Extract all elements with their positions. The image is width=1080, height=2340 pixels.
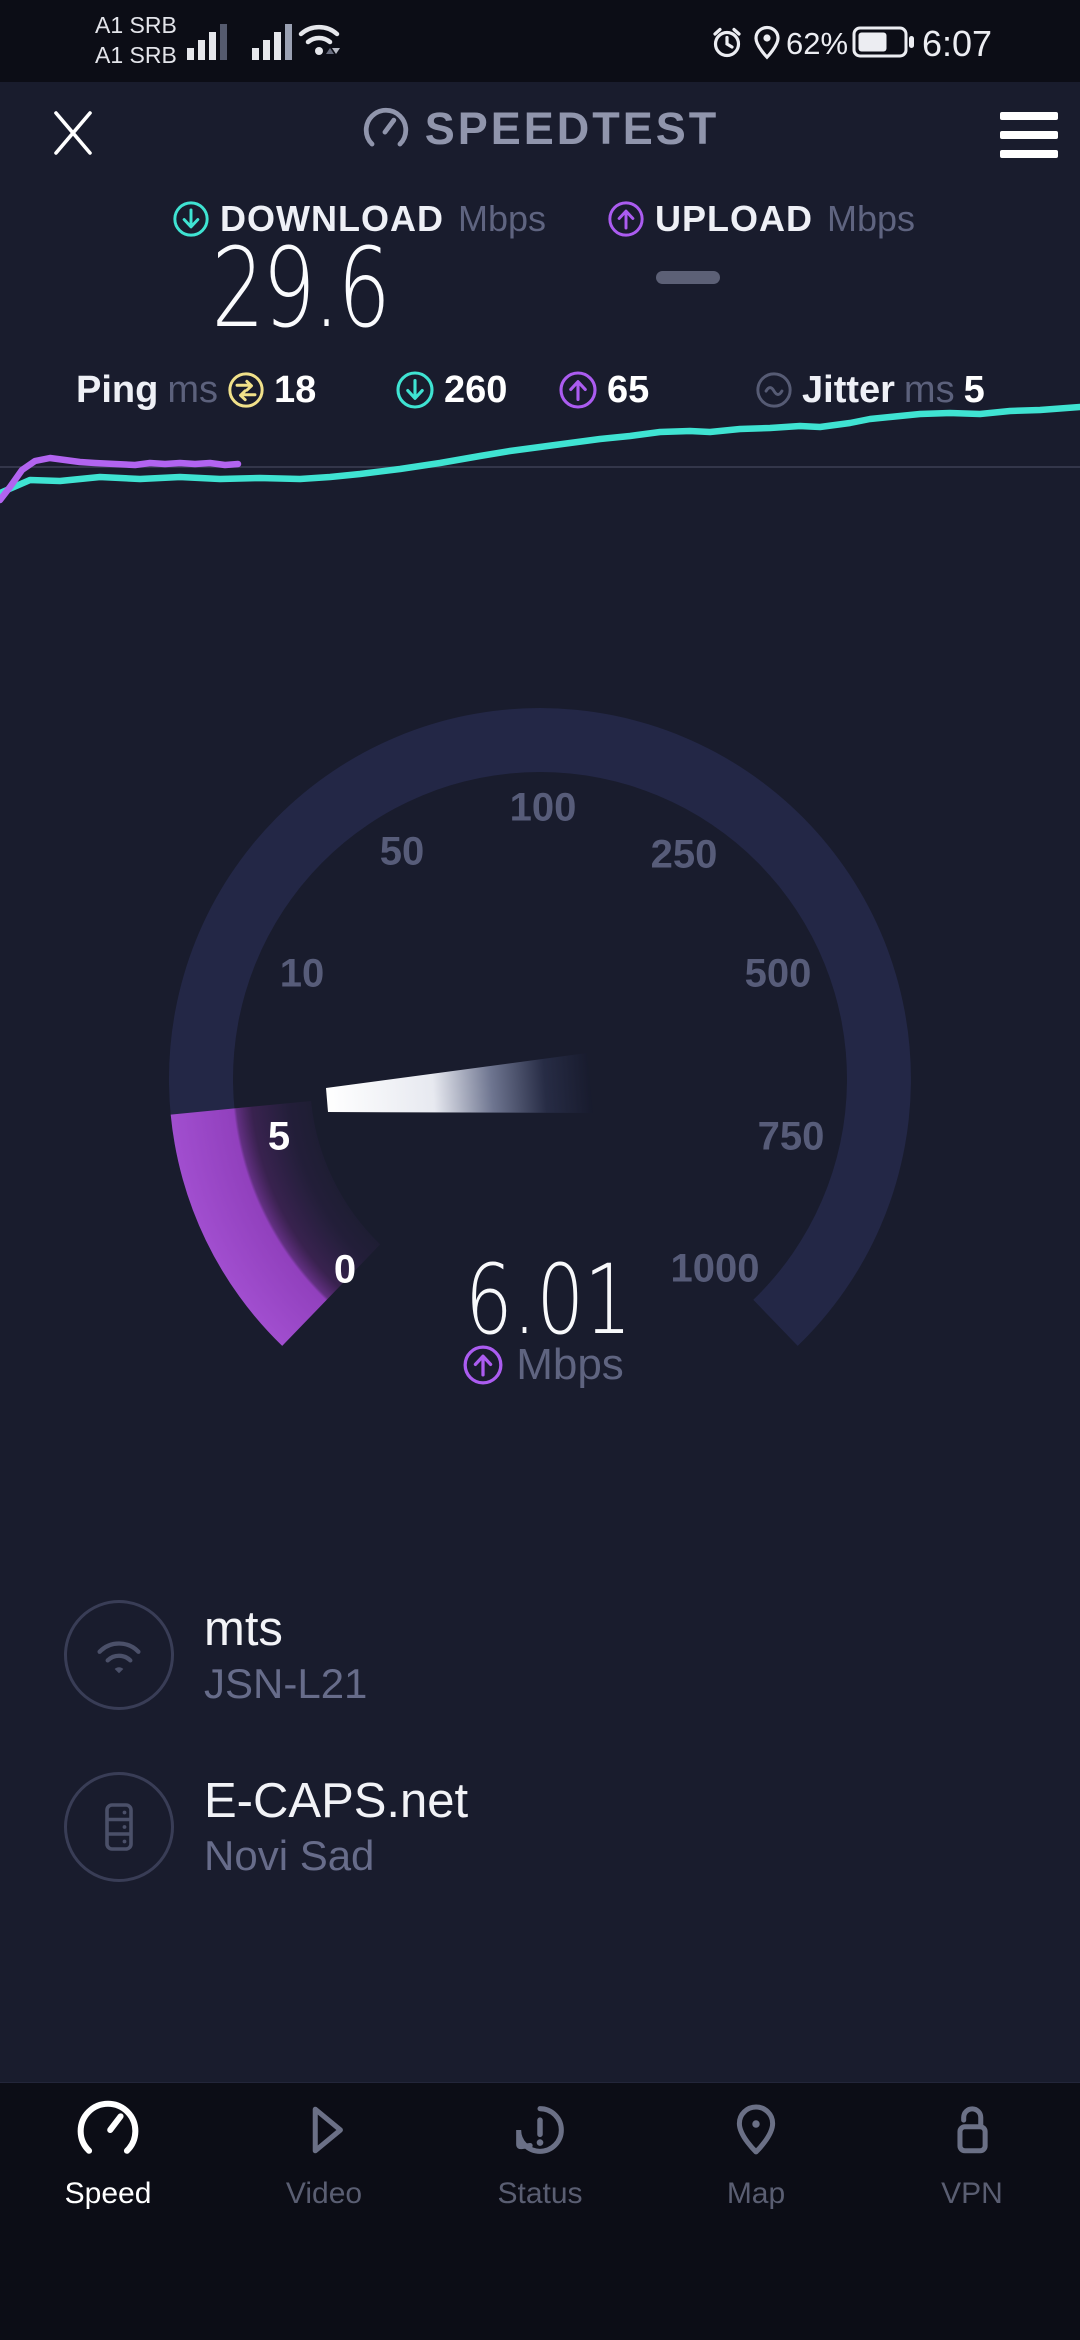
clock: 6:07 — [922, 23, 993, 64]
download-arrow-icon — [396, 371, 434, 409]
ping-unit: ms — [167, 368, 218, 411]
server-city: Novi Sad — [204, 1832, 375, 1879]
jitter-label: Jitter — [802, 368, 895, 411]
nav-row: Speed Video Status — [0, 2095, 1080, 2211]
upload-value-pending-dash — [656, 271, 720, 284]
wifi-icon — [97, 1641, 141, 1674]
server-ring — [64, 1772, 174, 1882]
carrier-labels: A1 SRB A1 SRB — [95, 10, 177, 70]
ping-label: Ping — [76, 368, 159, 411]
status-alert-icon — [516, 2106, 564, 2154]
speed-gauge — [168, 708, 911, 1346]
battery-percent: 62% — [786, 26, 849, 61]
upload-sparkline — [0, 454, 242, 504]
latency-icon — [228, 372, 264, 408]
nav-tab-speed[interactable]: Speed — [0, 2095, 216, 2211]
gauge-current-value: 6.01 — [465, 1244, 632, 1356]
app-title: SPEEDTEST — [424, 103, 720, 154]
gauge-needle — [326, 1053, 593, 1113]
nav-tab-vpn[interactable]: VPN — [864, 2095, 1080, 2211]
signal-strength-icon — [187, 24, 227, 60]
download-value: 29.6 — [211, 224, 390, 352]
download-result-header: DOWNLOAD Mbps — [172, 198, 546, 240]
status-bar: A1 SRB A1 SRB — [0, 0, 1080, 82]
gauge-tick-1000: 1000 — [670, 1246, 760, 1291]
download-stat: 260 — [395, 362, 507, 418]
wifi-status-icon — [298, 24, 340, 55]
live-speed-sparkline — [0, 403, 1080, 504]
app-logo: SPEEDTEST — [0, 103, 1080, 155]
jitter-wave-icon — [756, 372, 792, 408]
jitter-value: 5 — [963, 368, 985, 411]
download-sparkline — [0, 403, 1080, 497]
nav-label-status: Status — [497, 2177, 583, 2210]
nav-label-speed: Speed — [64, 2177, 152, 2210]
upload-arrow-icon — [463, 1345, 503, 1385]
vpn-lock-icon — [957, 2106, 988, 2154]
signal-strength-icon-2 — [252, 24, 292, 60]
nav-tab-video[interactable]: Video — [216, 2095, 432, 2211]
download-label: DOWNLOAD — [220, 198, 444, 239]
nav-label-video: Video — [285, 2177, 363, 2210]
map-pin-icon — [736, 2104, 776, 2155]
gauge-tick-500: 500 — [744, 951, 812, 996]
jitter-unit: ms — [903, 368, 955, 411]
gauge-tick-750: 750 — [757, 1114, 825, 1159]
gauge-tick-5: 5 — [267, 1114, 291, 1159]
gauge-unit: Mbps — [516, 1340, 624, 1389]
nav-label-vpn: VPN — [941, 2177, 1003, 2210]
network-name: mts — [204, 1602, 283, 1656]
battery-icon — [852, 26, 914, 58]
nav-tab-status[interactable]: Status — [432, 2095, 648, 2211]
download-stat-value: 260 — [444, 368, 508, 411]
upload-unit: Mbps — [827, 198, 916, 239]
nav-label-map: Map — [726, 2177, 786, 2210]
server-info-text: E-CAPS.net Novi Sad — [204, 1772, 468, 1882]
gauge-unit-row: Mbps — [393, 1340, 693, 1390]
gauge-tick-10: 10 — [279, 951, 325, 996]
device-name: JSN-L21 — [204, 1660, 368, 1707]
server-name: E-CAPS.net — [204, 1774, 469, 1828]
server-icon — [105, 1803, 133, 1851]
bottom-nav-bar: Speed Video Status — [0, 2082, 1080, 2340]
location-icon — [754, 25, 780, 60]
gauge-tick-250: 250 — [650, 832, 718, 877]
upload-stat-value: 65 — [607, 368, 650, 411]
gauge-tick-0: 0 — [333, 1247, 357, 1292]
server-info-row[interactable]: E-CAPS.net Novi Sad — [64, 1772, 468, 1882]
ping-stat: Ping ms 18 — [76, 362, 316, 418]
nav-tab-map[interactable]: Map — [648, 2095, 864, 2211]
speedtest-gauge-logo-icon — [363, 107, 408, 147]
upload-label: UPLOAD — [655, 198, 813, 239]
close-icon[interactable] — [50, 109, 96, 157]
video-play-icon — [312, 2106, 343, 2154]
hamburger-menu-icon[interactable] — [1000, 112, 1058, 158]
upload-arrow-icon — [559, 371, 597, 409]
gauge-progress-arc — [170, 1101, 381, 1346]
network-info-row[interactable]: mts JSN-L21 — [64, 1600, 367, 1710]
alarm-icon — [713, 27, 741, 58]
download-arrow-icon — [173, 201, 209, 237]
jitter-stat: Jitter ms 5 — [755, 362, 985, 418]
gauge-tick-100: 100 — [509, 785, 577, 830]
network-info-text: mts JSN-L21 — [204, 1600, 367, 1710]
gauge-tick-50: 50 — [379, 829, 425, 874]
ping-value: 18 — [273, 368, 317, 411]
upload-arrow-icon — [608, 201, 644, 237]
upload-stat: 65 — [558, 362, 649, 418]
speed-gauge-icon — [77, 2100, 139, 2154]
download-unit: Mbps — [457, 198, 546, 239]
carrier-sim1: A1 SRB — [95, 12, 177, 38]
wifi-ring — [64, 1600, 174, 1710]
carrier-sim2: A1 SRB — [95, 42, 177, 68]
upload-result-header: UPLOAD Mbps — [607, 198, 915, 240]
